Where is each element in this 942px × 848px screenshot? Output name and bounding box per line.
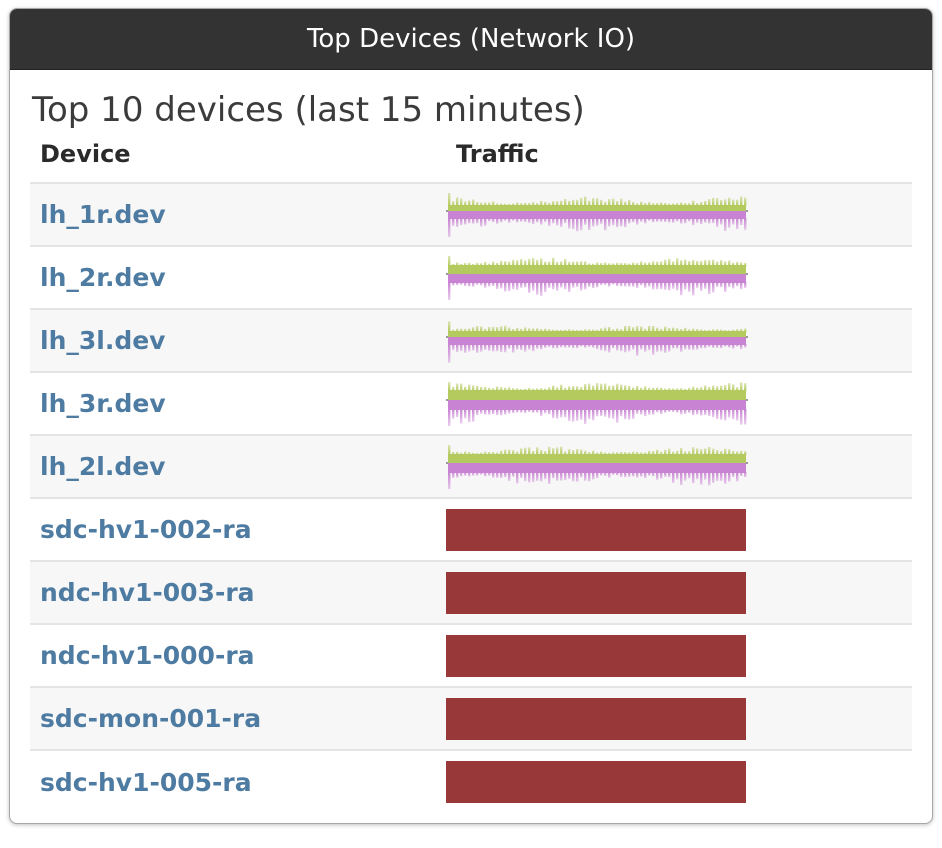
table-body: lh_1r.dev lh_2r.dev lh_3l.dev lh_3r.dev lh_2… [30,183,912,813]
traffic-cell [446,750,912,813]
device-cell: lh_3l.dev [30,309,446,372]
table-row: sdc-hv1-002-ra [30,498,912,561]
device-link[interactable]: sdc-mon-001-ra [40,704,262,733]
device-link[interactable]: lh_2r.dev [40,263,166,292]
traffic-bar[interactable] [446,697,746,740]
device-cell: sdc-mon-001-ra [30,687,446,750]
traffic-inout-sparkline[interactable] [446,192,912,238]
traffic-cell [446,435,912,498]
device-cell: sdc-hv1-002-ra [30,498,446,561]
device-cell: ndc-hv1-003-ra [30,561,446,624]
table-header: Device Traffic [30,140,912,183]
device-cell: lh_2l.dev [30,435,446,498]
table-row: lh_3l.dev [30,309,912,372]
device-cell: ndc-hv1-000-ra [30,624,446,687]
top-devices-table: Device Traffic lh_1r.dev lh_2r.dev lh_3l.d… [30,140,912,813]
table-row: ndc-hv1-003-ra [30,561,912,624]
table-row: lh_3r.dev [30,372,912,435]
device-link[interactable]: lh_3l.dev [40,326,166,355]
traffic-bar[interactable] [446,761,746,803]
traffic-cell [446,183,912,246]
device-link[interactable]: ndc-hv1-000-ra [40,641,255,670]
device-link[interactable]: sdc-hv1-005-ra [40,767,252,797]
traffic-cell [446,372,912,435]
panel-title: Top 10 devices (last 15 minutes) [32,90,585,130]
device-link[interactable]: lh_1r.dev [40,200,166,229]
table-row: lh_2l.dev [30,435,912,498]
traffic-cell [446,309,912,372]
traffic-bar[interactable] [446,571,746,614]
device-link[interactable]: lh_3r.dev [40,389,166,418]
traffic-cell [446,624,912,687]
traffic-inout-sparkline[interactable] [446,381,912,427]
panel-header: Top Devices (Network IO) [10,9,932,70]
panel-header-title: Top Devices (Network IO) [306,24,636,54]
table-row: ndc-hv1-000-ra [30,624,912,687]
traffic-inout-sparkline[interactable] [446,255,912,301]
table-row: sdc-hv1-005-ra [30,750,912,813]
device-link[interactable]: lh_2l.dev [40,452,166,481]
traffic-bar[interactable] [446,508,746,551]
table-row: sdc-mon-001-ra [30,687,912,750]
device-cell: sdc-hv1-005-ra [30,750,446,813]
traffic-inout-sparkline[interactable] [446,444,912,490]
panel-body: Top 10 devices (last 15 minutes) Device … [10,70,932,823]
table-row: lh_1r.dev [30,183,912,246]
top-devices-panel: Top Devices (Network IO) Top 10 devices … [9,8,933,824]
traffic-cell [446,561,912,624]
device-cell: lh_3r.dev [30,372,446,435]
device-cell: lh_1r.dev [30,183,446,246]
table-row: lh_2r.dev [30,246,912,309]
traffic-cell [446,498,912,561]
device-link[interactable]: sdc-hv1-002-ra [40,515,252,544]
traffic-cell [446,687,912,750]
device-cell: lh_2r.dev [30,246,446,309]
traffic-inout-sparkline[interactable] [446,318,912,364]
traffic-bar[interactable] [446,634,746,677]
column-header-device: Device [40,140,131,168]
traffic-cell [446,246,912,309]
column-header-traffic: Traffic [456,140,539,168]
device-link[interactable]: ndc-hv1-003-ra [40,578,255,607]
